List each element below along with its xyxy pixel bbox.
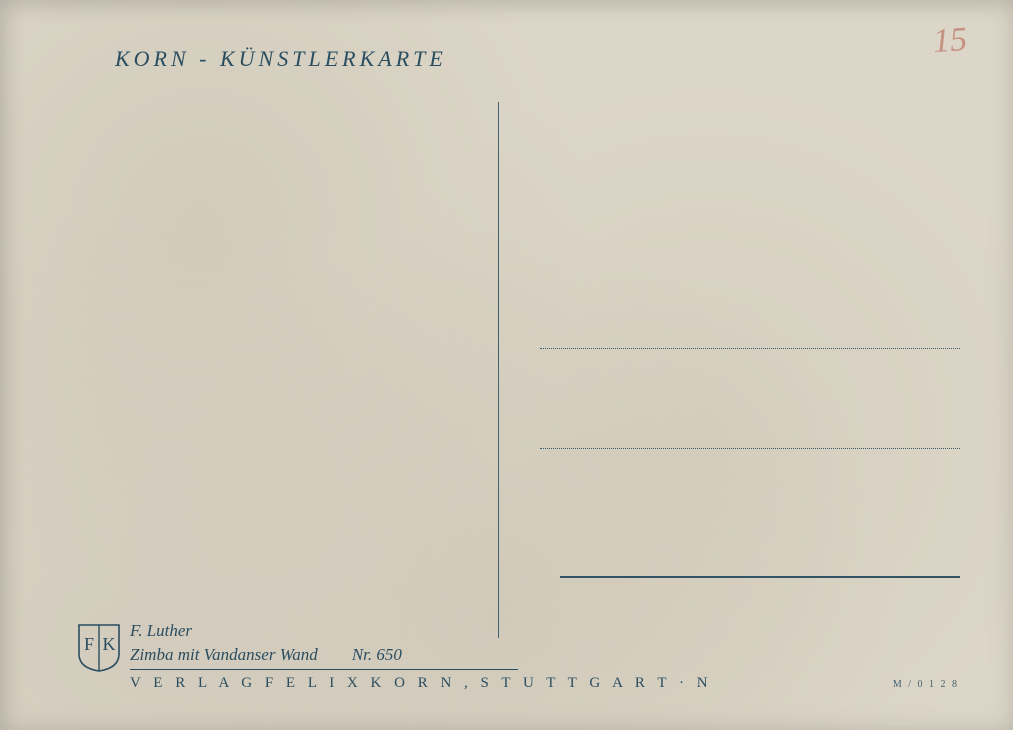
footer-underline [130, 669, 518, 670]
handwritten-pencil-mark: 15 [932, 21, 969, 61]
center-divider-line [498, 102, 499, 638]
address-line-1 [540, 348, 960, 349]
print-code: M / 0 1 2 8 [893, 679, 959, 690]
artwork-title: Zimba mit Vandanser Wand [130, 643, 318, 667]
footer-caption-block: F. Luther Zimba mit Vandanser Wand Nr. 6… [78, 619, 712, 694]
series-title: KORN - KÜNSTLERKARTE [115, 46, 447, 72]
postcard-back: KORN - KÜNSTLERKARTE 15 F K F. Luther Zi… [0, 0, 1013, 730]
artist-name: F. Luther [130, 619, 712, 643]
publisher-line: V E R L A G F E L I X K O R N , S T U T … [130, 673, 712, 694]
address-line-3-solid [560, 576, 960, 578]
card-number: Nr. 650 [352, 643, 402, 667]
address-line-2 [540, 448, 960, 449]
